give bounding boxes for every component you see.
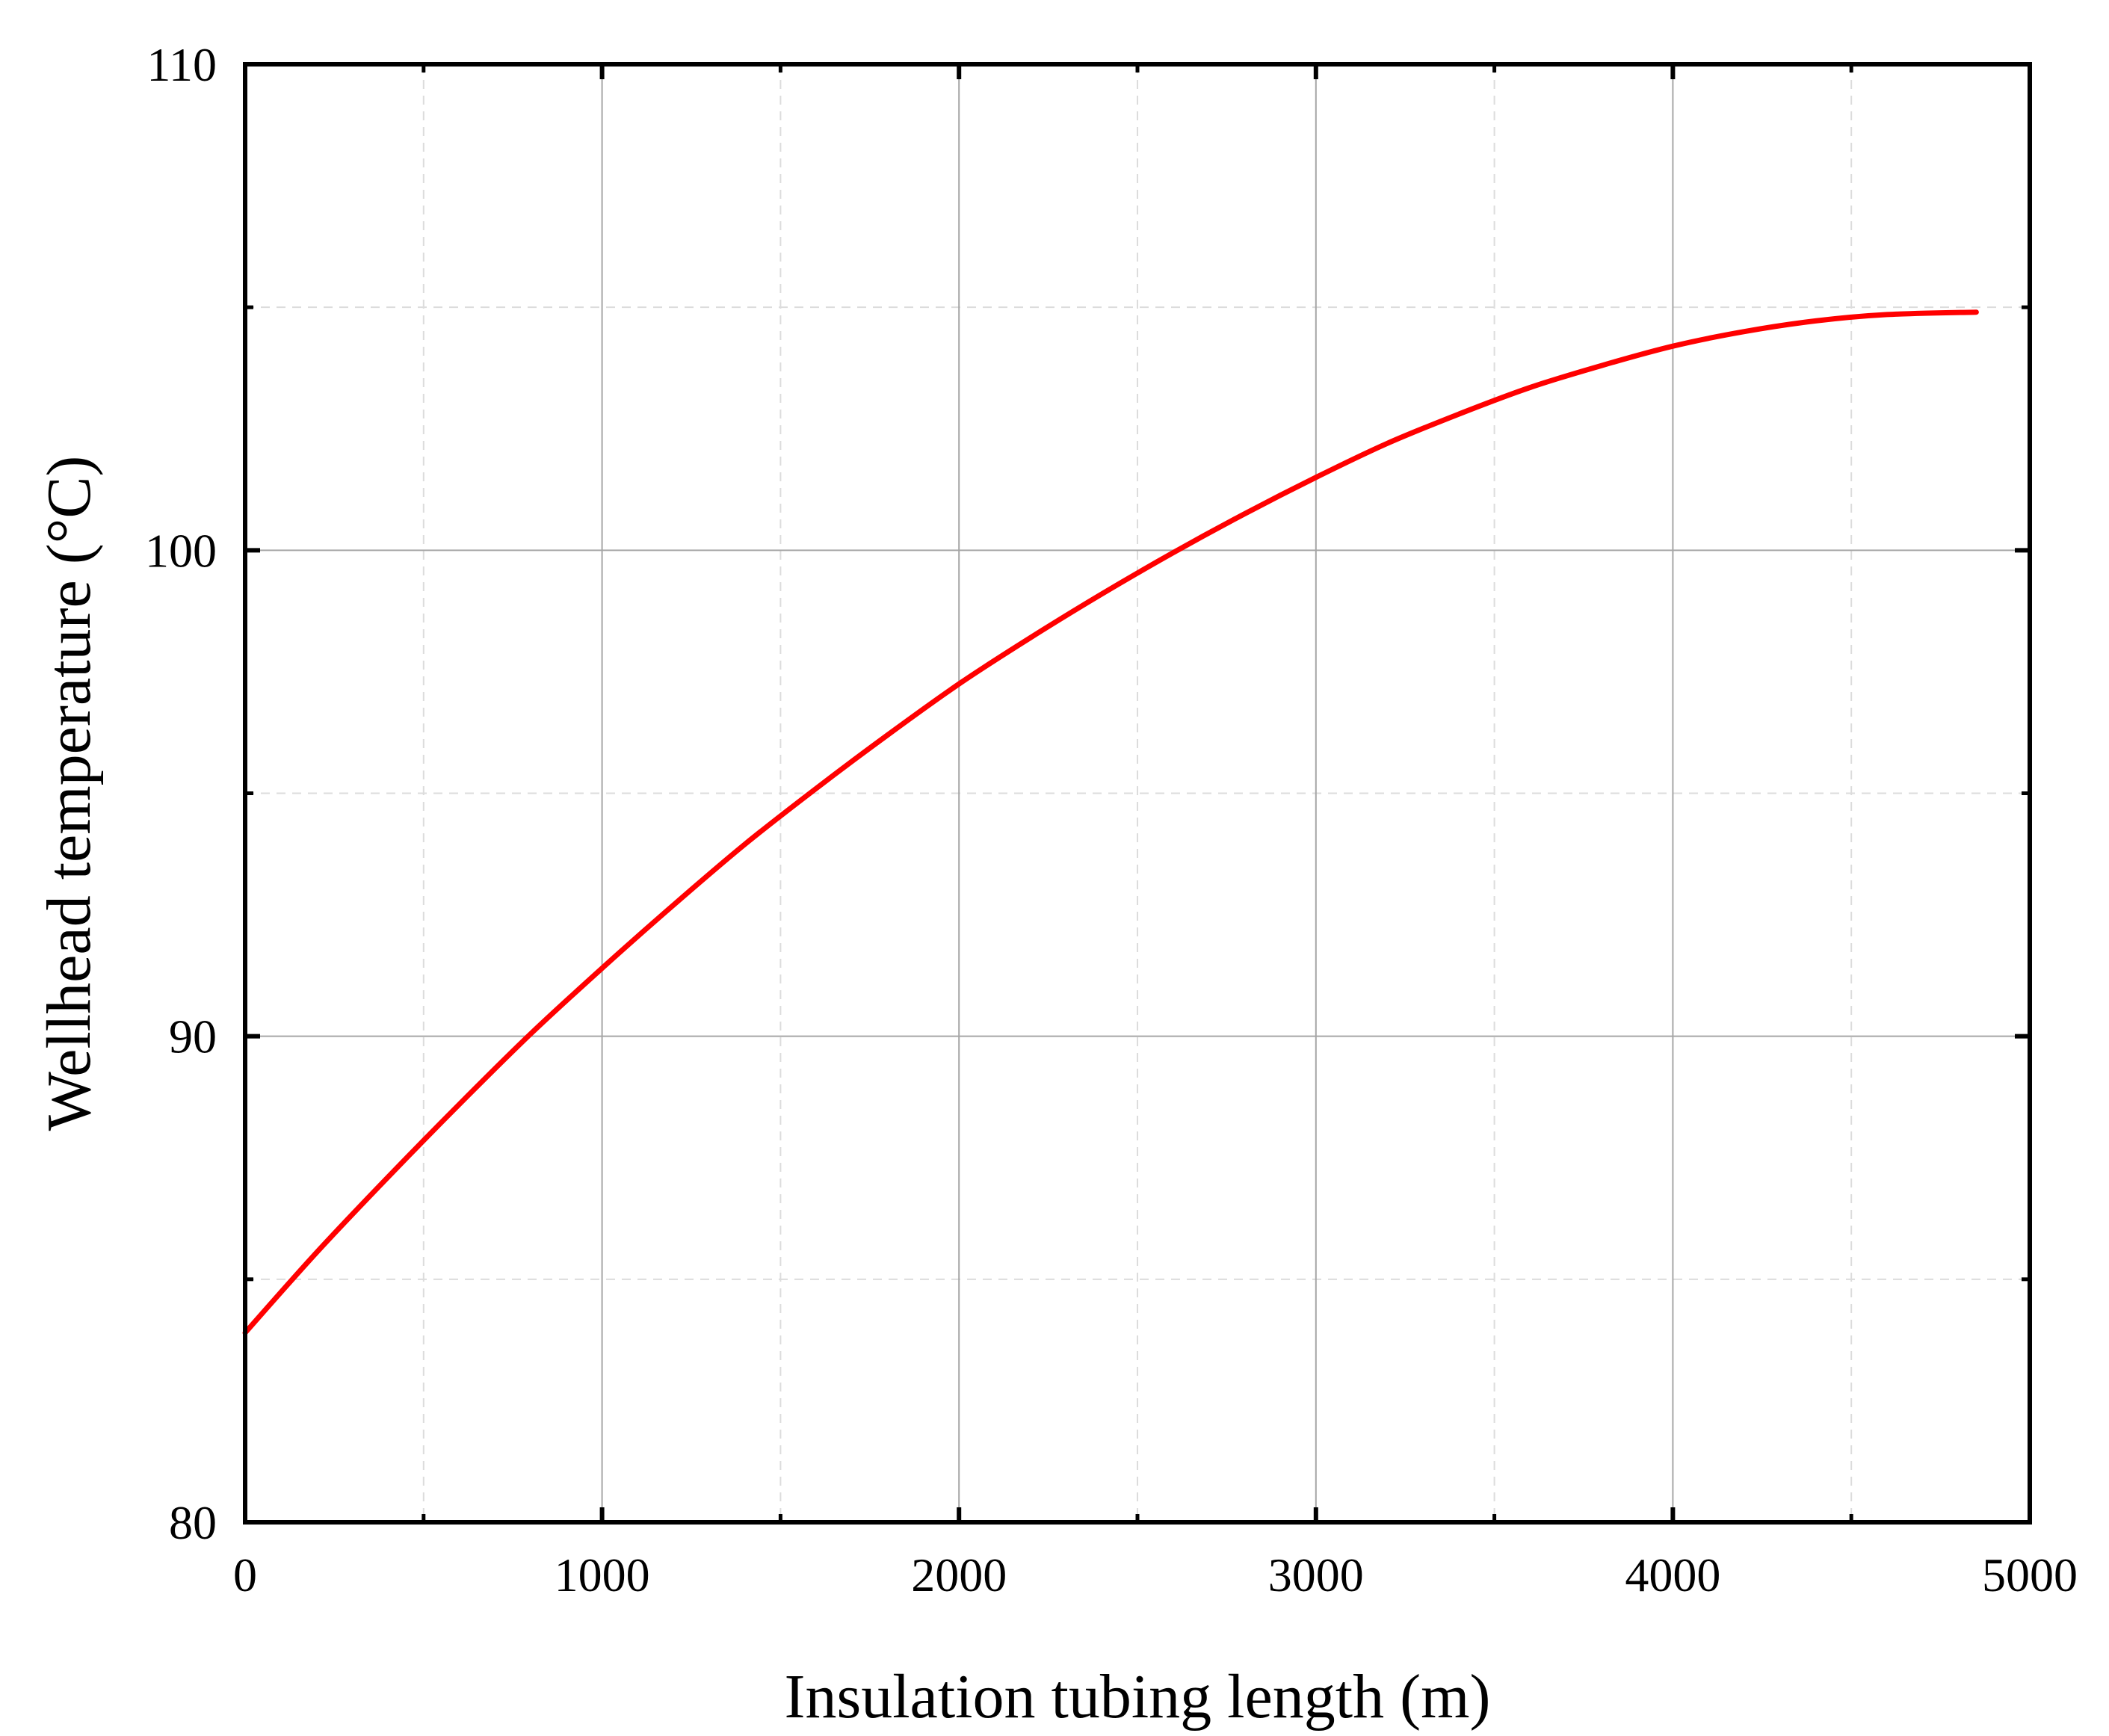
y-tick-label: 90 <box>169 1010 217 1063</box>
y-tick-label: 100 <box>145 524 217 577</box>
x-tick-label: 5000 <box>1982 1548 2078 1601</box>
x-axis-title: Insulation tubing length (m) <box>785 1662 1491 1732</box>
axis-labels: 0 1000 2000 3000 4000 5000 80 90 100 110 <box>145 38 2078 1601</box>
grid <box>245 64 2030 1522</box>
x-tick-label: 1000 <box>555 1548 650 1601</box>
x-tick-label: 2000 <box>911 1548 1007 1601</box>
y-tick-label: 80 <box>169 1496 217 1549</box>
series-layer <box>242 309 1979 1335</box>
y-tick-label: 110 <box>146 38 217 91</box>
x-tick-label: 3000 <box>1268 1548 1364 1601</box>
x-tick-label: 0 <box>233 1548 257 1601</box>
y-axis-title: Wellhead temperature (°C) <box>34 456 104 1131</box>
x-tick-label: 4000 <box>1625 1548 1720 1601</box>
axis-ticks <box>243 62 2032 1525</box>
series-line <box>242 309 1979 1335</box>
